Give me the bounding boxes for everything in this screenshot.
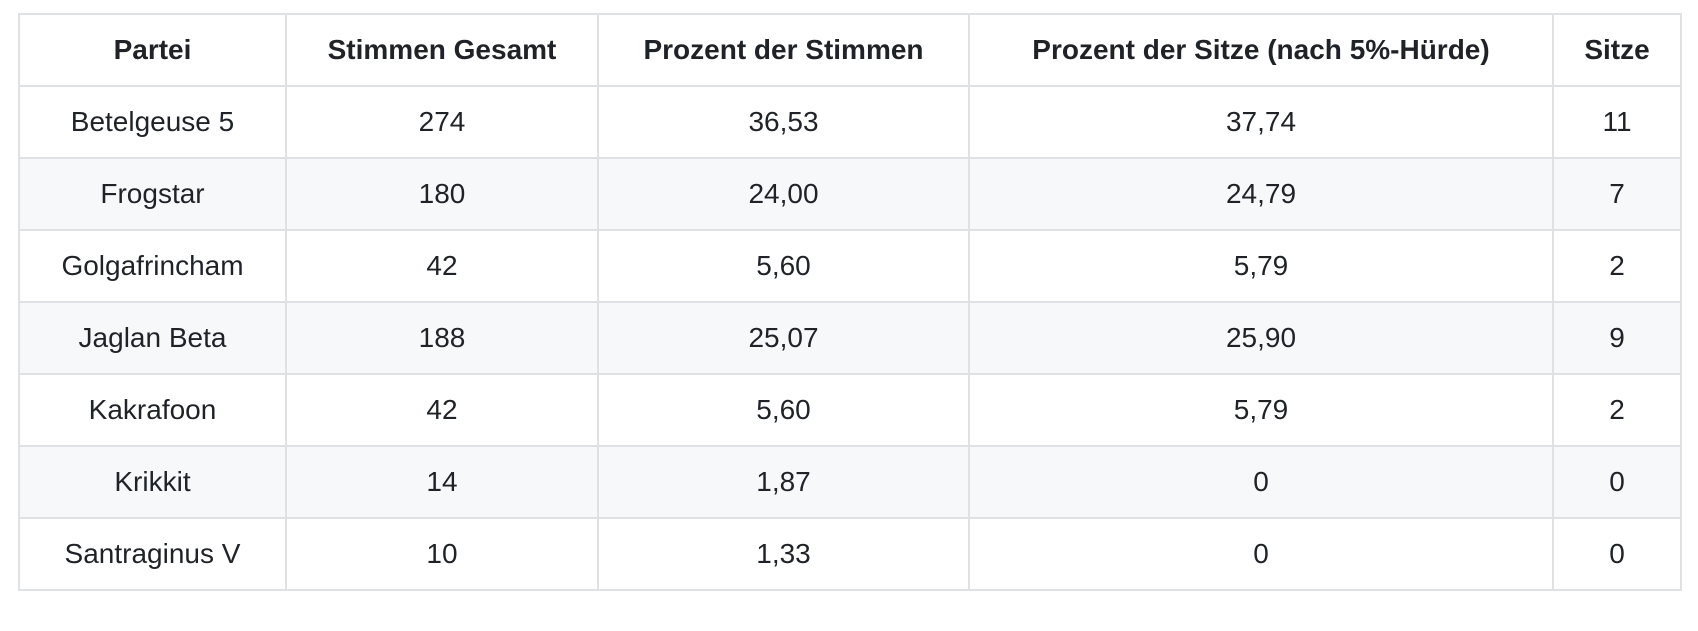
table-row: Krikkit 14 1,87 0 0: [18, 445, 1682, 519]
election-results-table: Partei Stimmen Gesamt Prozent der Stimmen P…: [18, 13, 1682, 591]
value-cell: 11: [1552, 85, 1682, 159]
value-cell: 2: [1552, 229, 1682, 303]
value-cell: 25,07: [597, 301, 970, 375]
value-cell: 42: [285, 229, 599, 303]
table-row: Frogstar 180 24,00 24,79 7: [18, 157, 1682, 231]
column-header: Stimmen Gesamt: [285, 13, 599, 87]
table-row: Jaglan Beta 188 25,07 25,90 9: [18, 301, 1682, 375]
table-row: Kakrafoon 42 5,60 5,79 2: [18, 373, 1682, 447]
value-cell: 1,33: [597, 517, 970, 591]
value-cell: 36,53: [597, 85, 970, 159]
party-name-cell: Krikkit: [18, 445, 287, 519]
value-cell: 9: [1552, 301, 1682, 375]
value-cell: 5,79: [968, 373, 1554, 447]
table-row: Golgafrincham 42 5,60 5,79 2: [18, 229, 1682, 303]
table-row: Betelgeuse 5 274 36,53 37,74 11: [18, 85, 1682, 159]
value-cell: 180: [285, 157, 599, 231]
value-cell: 5,79: [968, 229, 1554, 303]
party-name-cell: Betelgeuse 5: [18, 85, 287, 159]
party-name-cell: Frogstar: [18, 157, 287, 231]
column-header: Sitze: [1552, 13, 1682, 87]
value-cell: 2: [1552, 373, 1682, 447]
value-cell: 0: [1552, 517, 1682, 591]
value-cell: 24,00: [597, 157, 970, 231]
value-cell: 42: [285, 373, 599, 447]
value-cell: 5,60: [597, 229, 970, 303]
table-body: Betelgeuse 5 274 36,53 37,74 11 Frogstar 180 24…: [18, 85, 1682, 591]
party-name-cell: Santraginus V: [18, 517, 287, 591]
value-cell: 24,79: [968, 157, 1554, 231]
value-cell: 14: [285, 445, 599, 519]
value-cell: 274: [285, 85, 599, 159]
party-name-cell: Golgafrincham: [18, 229, 287, 303]
table-row: Santraginus V 10 1,33 0 0: [18, 517, 1682, 591]
value-cell: 10: [285, 517, 599, 591]
column-header: Prozent der Sitze (nach 5%-Hürde): [968, 13, 1554, 87]
value-cell: 0: [968, 445, 1554, 519]
value-cell: 25,90: [968, 301, 1554, 375]
party-name-cell: Kakrafoon: [18, 373, 287, 447]
value-cell: 1,87: [597, 445, 970, 519]
column-header: Prozent der Stimmen: [597, 13, 970, 87]
value-cell: 37,74: [968, 85, 1554, 159]
value-cell: 188: [285, 301, 599, 375]
party-name-cell: Jaglan Beta: [18, 301, 287, 375]
column-header: Partei: [18, 13, 287, 87]
value-cell: 5,60: [597, 373, 970, 447]
value-cell: 0: [968, 517, 1554, 591]
value-cell: 0: [1552, 445, 1682, 519]
header-row: Partei Stimmen Gesamt Prozent der Stimmen P…: [18, 13, 1682, 87]
value-cell: 7: [1552, 157, 1682, 231]
